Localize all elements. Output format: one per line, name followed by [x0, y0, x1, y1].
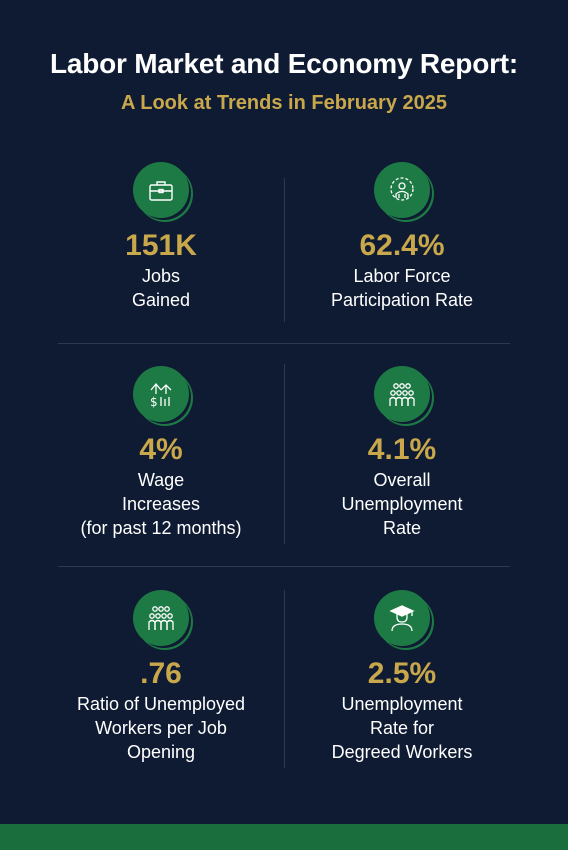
stat-label-line: Ratio of Unemployed: [76, 694, 246, 714]
stat-label-line: (for past 12 months): [80, 518, 242, 538]
divider-vertical: [284, 178, 285, 322]
stat-value: 4.1%: [367, 433, 437, 466]
stat-label-line: Labor Force: [353, 266, 451, 286]
divider-horizontal: [58, 566, 510, 567]
stat-degreed-unemployment: 2.5% Unemployment Rate for Degreed Worke…: [277, 590, 527, 764]
graduate-icon: [374, 590, 430, 646]
gear-worker-icon: [374, 162, 430, 218]
stat-wage-increases: $ 4% Wage Increases (for past 12 months): [36, 366, 286, 540]
stat-ratio-unemployed-per-opening: .76 Ratio of Unemployed Workers per Job …: [36, 590, 286, 764]
team-people-icon: [133, 590, 189, 646]
footer-bar: [0, 824, 568, 850]
stat-label-line: Gained: [131, 290, 191, 310]
stat-jobs-gained: 151K Jobs Gained: [36, 162, 286, 312]
stat-value: 151K: [125, 229, 197, 262]
stat-label-line: Increases: [121, 494, 201, 514]
stat-labor-force-participation: 62.4% Labor Force Participation Rate: [277, 162, 527, 312]
stat-label-line: Overall: [373, 470, 431, 490]
stat-label-line: Wage: [137, 470, 185, 490]
stat-label-line: Rate: [382, 518, 422, 538]
divider-horizontal: [58, 343, 510, 344]
page-subtitle: A Look at Trends in February 2025: [120, 92, 448, 114]
stat-value: 62.4%: [359, 229, 445, 262]
group-people-icon: [374, 366, 430, 422]
stat-overall-unemployment: 4.1% Overall Unemployment Rate: [277, 366, 527, 540]
stat-label-line: Unemployment: [341, 494, 463, 514]
divider-vertical: [284, 590, 285, 768]
stat-label-line: Degreed Workers: [331, 742, 473, 762]
stat-value: .76: [140, 657, 182, 690]
briefcase-icon: [133, 162, 189, 218]
stat-value: 4%: [139, 433, 183, 466]
stat-label-line: Participation Rate: [330, 290, 474, 310]
stat-label-line: Rate for: [369, 718, 435, 738]
dollar-up-arrow-icon: $: [133, 366, 189, 422]
stat-label-line: Workers per Job: [95, 718, 227, 738]
stat-label-line: Opening: [126, 742, 196, 762]
divider-vertical: [284, 364, 285, 544]
svg-text:$: $: [150, 395, 158, 408]
stat-label-line: Jobs: [141, 266, 181, 286]
page-title: Labor Market and Economy Report:: [49, 48, 519, 79]
stat-value: 2.5%: [367, 657, 437, 690]
stat-label-line: Unemployment: [341, 694, 463, 714]
